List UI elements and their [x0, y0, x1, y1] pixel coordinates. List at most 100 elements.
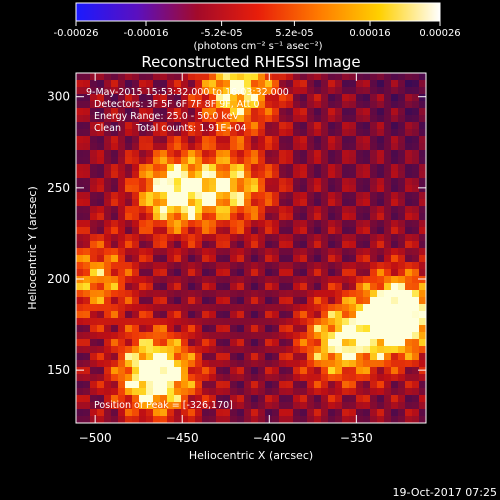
image-pixel — [286, 290, 293, 297]
image-pixel — [300, 171, 307, 178]
image-pixel — [181, 367, 188, 374]
image-pixel — [111, 297, 118, 304]
image-pixel — [300, 283, 307, 290]
image-pixel — [279, 367, 286, 374]
image-pixel — [265, 262, 272, 269]
image-pixel — [412, 136, 419, 143]
image-pixel — [377, 115, 384, 122]
image-pixel — [363, 234, 370, 241]
image-pixel — [363, 409, 370, 416]
image-pixel — [251, 241, 258, 248]
image-pixel — [97, 94, 104, 101]
image-pixel — [370, 409, 377, 416]
image-pixel — [258, 227, 265, 234]
image-pixel — [321, 367, 328, 374]
image-pixel — [111, 206, 118, 213]
image-pixel — [139, 353, 146, 360]
image-pixel — [412, 192, 419, 199]
image-pixel — [258, 87, 265, 94]
image-pixel — [111, 220, 118, 227]
image-pixel — [230, 164, 237, 171]
image-pixel — [76, 101, 83, 108]
image-pixel — [153, 157, 160, 164]
image-pixel — [132, 157, 139, 164]
image-pixel — [202, 339, 209, 346]
image-pixel — [265, 171, 272, 178]
image-pixel — [237, 416, 244, 423]
image-pixel — [104, 213, 111, 220]
image-pixel — [146, 255, 153, 262]
image-pixel — [398, 290, 405, 297]
image-pixel — [111, 108, 118, 115]
image-pixel — [160, 101, 167, 108]
image-pixel — [328, 339, 335, 346]
image-pixel — [286, 171, 293, 178]
image-pixel — [265, 360, 272, 367]
image-pixel — [328, 220, 335, 227]
image-pixel — [167, 283, 174, 290]
image-pixel — [391, 325, 398, 332]
image-pixel — [279, 115, 286, 122]
image-pixel — [181, 311, 188, 318]
image-pixel — [216, 171, 223, 178]
image-pixel — [377, 395, 384, 402]
image-pixel — [97, 136, 104, 143]
image-pixel — [412, 234, 419, 241]
image-pixel — [405, 269, 412, 276]
image-pixel — [405, 388, 412, 395]
image-pixel — [83, 241, 90, 248]
image-pixel — [251, 297, 258, 304]
image-pixel — [181, 171, 188, 178]
image-pixel — [76, 73, 83, 80]
image-pixel — [97, 213, 104, 220]
image-pixel — [293, 374, 300, 381]
image-pixel — [97, 115, 104, 122]
image-pixel — [237, 87, 244, 94]
image-pixel — [188, 220, 195, 227]
image-pixel — [104, 297, 111, 304]
image-pixel — [293, 388, 300, 395]
image-pixel — [314, 269, 321, 276]
image-pixel — [405, 283, 412, 290]
image-pixel — [377, 164, 384, 171]
image-pixel — [125, 192, 132, 199]
image-pixel — [223, 402, 230, 409]
image-pixel — [97, 374, 104, 381]
image-pixel — [188, 381, 195, 388]
colorbar-tick-label: -0.00026 — [54, 28, 99, 39]
image-pixel — [244, 87, 251, 94]
image-pixel — [363, 87, 370, 94]
image-pixel — [90, 136, 97, 143]
image-pixel — [398, 374, 405, 381]
image-pixel — [111, 416, 118, 423]
image-pixel — [286, 80, 293, 87]
image-pixel — [279, 164, 286, 171]
image-pixel — [398, 227, 405, 234]
image-pixel — [230, 346, 237, 353]
image-pixel — [412, 143, 419, 150]
image-pixel — [321, 402, 328, 409]
image-pixel — [349, 199, 356, 206]
image-pixel — [216, 395, 223, 402]
image-pixel — [349, 360, 356, 367]
image-pixel — [167, 318, 174, 325]
image-pixel — [321, 80, 328, 87]
image-pixel — [195, 206, 202, 213]
image-pixel — [349, 381, 356, 388]
image-pixel — [125, 416, 132, 423]
image-pixel — [370, 318, 377, 325]
image-pixel — [111, 178, 118, 185]
image-pixel — [286, 199, 293, 206]
image-pixel — [174, 143, 181, 150]
image-pixel — [132, 255, 139, 262]
y-tick-label: 250 — [47, 181, 70, 195]
image-pixel — [209, 339, 216, 346]
image-pixel — [342, 332, 349, 339]
image-pixel — [398, 311, 405, 318]
image-pixel — [83, 122, 90, 129]
image-pixel — [321, 297, 328, 304]
image-pixel — [216, 220, 223, 227]
image-pixel — [384, 206, 391, 213]
image-pixel — [146, 297, 153, 304]
image-pixel — [188, 283, 195, 290]
